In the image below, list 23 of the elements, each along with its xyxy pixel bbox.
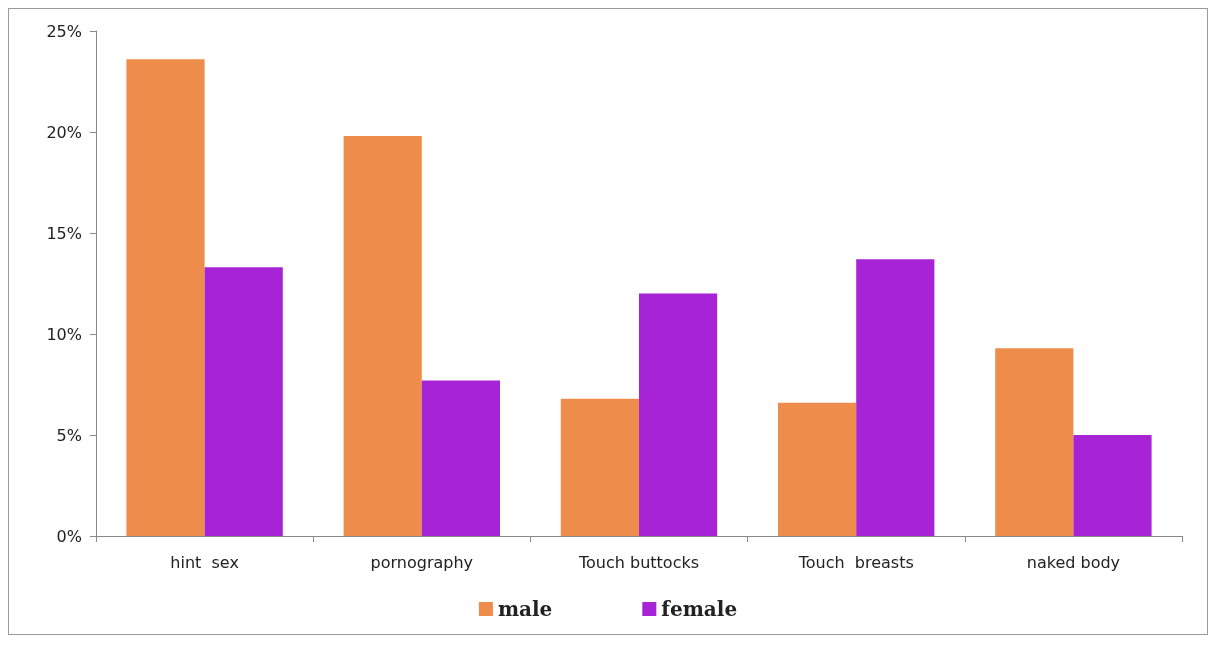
legend-label: female [661,597,738,621]
bar [995,348,1074,536]
x-tick-label: hint sex [170,552,239,572]
bar [639,293,718,536]
y-tick-label: 0% [56,526,82,546]
bar [778,402,857,536]
bar [126,59,205,536]
bar [856,259,935,536]
bar [343,136,422,536]
y-tick-label: 25% [46,21,82,41]
bar [1073,435,1152,536]
legend-label: male [497,597,553,621]
bar [204,267,283,536]
x-tick-label: naked body [1026,552,1121,572]
y-tick-label: 5% [56,425,82,445]
y-tick-label: 10% [46,324,82,344]
y-tick-label: 15% [46,223,82,243]
x-tick-label: Touch breasts [797,552,914,572]
bar [560,398,639,536]
x-tick-label: Touch buttocks [577,552,700,572]
x-tick-label: pornography [370,552,474,572]
y-tick-label: 20% [46,122,82,142]
bar [421,380,500,536]
